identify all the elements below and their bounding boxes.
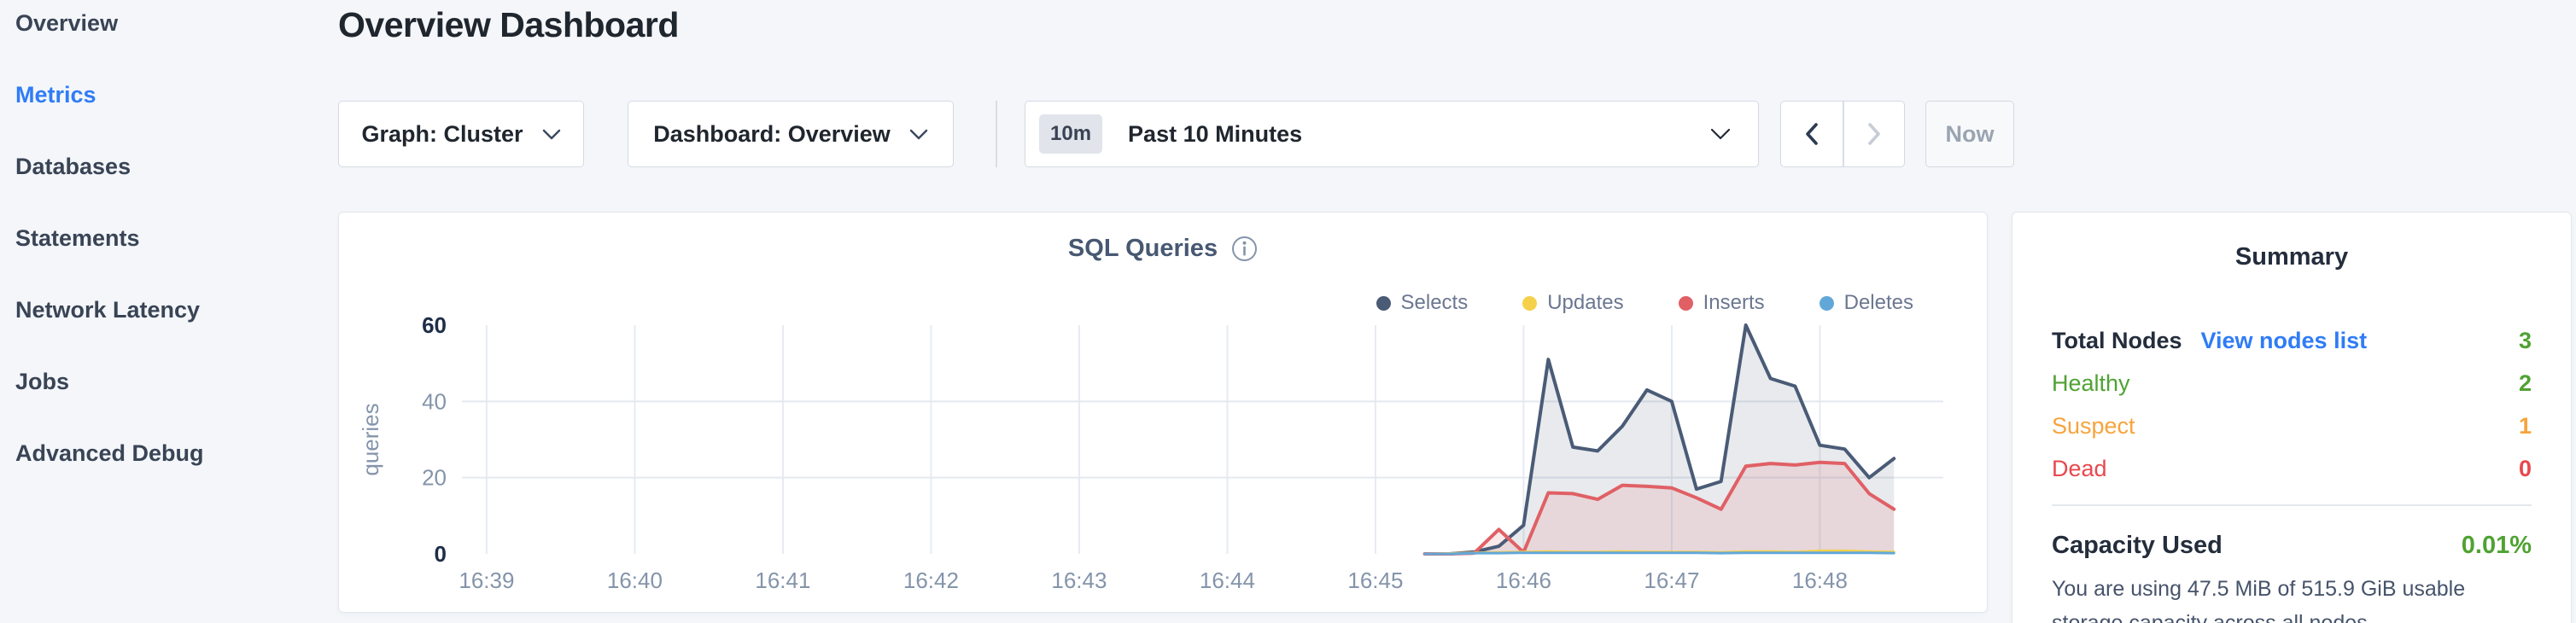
legend-label: Updates — [1547, 291, 1624, 314]
sidebar-item-advanced-debug[interactable]: Advanced Debug — [15, 440, 204, 466]
summary-divider — [2052, 504, 2532, 506]
legend-dot-inserts — [1678, 295, 1693, 311]
chevron-down-icon — [909, 129, 928, 139]
summary-row-value: 0 — [2518, 456, 2532, 481]
x-axis-tick-label: 16:43 — [1051, 568, 1107, 593]
sql-queries-chart-canvas: 16:39 16:40 16:41 16:42 16:43 16:44 16:45 16:46… — [358, 312, 1943, 593]
x-axis-tick-label: 16:44 — [1200, 568, 1255, 593]
summary-row-label: Suspect — [2052, 413, 2135, 439]
series-line-selects — [1422, 323, 1896, 556]
sidebar: Overview Metrics Databases Statements Networ… — [0, 0, 338, 623]
legend-item-inserts: Inserts — [1678, 291, 1765, 315]
legend-item-selects: Selects — [1376, 291, 1469, 315]
legend-dot-deletes — [1819, 295, 1834, 311]
summary-row-value: 1 — [2518, 413, 2532, 439]
time-step-buttons — [1780, 101, 1905, 167]
y-axis-tick-label: 60 — [422, 312, 447, 338]
series-line-inserts — [1422, 460, 1896, 556]
summary-row-dead: Dead 0 — [2052, 456, 2532, 482]
sidebar-item-metrics[interactable]: Metrics — [15, 82, 96, 108]
capacity-used-label: Capacity Used — [2052, 532, 2223, 559]
x-axis-tick-label: 16:42 — [903, 568, 959, 593]
now-button[interactable]: Now — [1925, 101, 2014, 167]
legend-dot-updates — [1522, 295, 1538, 311]
view-nodes-list-link[interactable]: View nodes list — [2200, 328, 2368, 353]
legend-label: Selects — [1400, 291, 1469, 314]
capacity-used-value: 0.01% — [2461, 532, 2532, 559]
summary-row-total-nodes: Total Nodes View nodes list 3 — [2052, 328, 2532, 354]
x-axis-tick-label: 16:40 — [607, 568, 663, 593]
chevron-right-icon — [1868, 123, 1880, 145]
legend-item-updates: Updates — [1522, 291, 1624, 315]
x-axis-tick-label: 16:47 — [1644, 568, 1699, 593]
y-axis-title: queries — [358, 403, 383, 475]
chevron-down-icon — [1710, 128, 1731, 140]
summary-panel: Summary Total Nodes View nodes list 3 Healt… — [2012, 212, 2572, 623]
capacity-description: You are using 47.5 MiB of 515.9 GiB usab… — [2052, 577, 2466, 623]
chevron-down-icon — [542, 129, 560, 139]
x-axis-tick-label: 16:46 — [1496, 568, 1551, 593]
toolbar-divider — [996, 101, 997, 167]
previous-time-button[interactable] — [1781, 102, 1843, 166]
series-area-selects — [1424, 325, 1895, 554]
sidebar-item-jobs[interactable]: Jobs — [15, 369, 70, 394]
y-axis-tick-label: 40 — [422, 388, 447, 414]
sidebar-item-network-latency[interactable]: Network Latency — [15, 297, 201, 323]
x-axis-tick-label: 16:39 — [459, 568, 514, 593]
y-axis-tick-label: 20 — [422, 465, 447, 491]
sidebar-item-databases[interactable]: Databases — [15, 154, 131, 179]
page-title: Overview Dashboard — [338, 5, 679, 44]
summary-row-suspect: Suspect 1 — [2052, 413, 2532, 440]
time-range-badge: 10m — [1039, 114, 1103, 154]
time-range-selector[interactable]: 10m Past 10 Minutes — [1025, 101, 1759, 167]
info-icon[interactable] — [1231, 236, 1258, 262]
sql-queries-chart-card: SQL Queries Selects Updates Inserts Deletes… — [338, 212, 1988, 613]
summary-row-value: 3 — [2518, 328, 2532, 353]
legend-dot-selects — [1376, 295, 1391, 311]
summary-row-value: 2 — [2518, 370, 2532, 396]
summary-row-label: Healthy — [2052, 370, 2130, 396]
summary-row-label: Dead — [2052, 456, 2107, 481]
dashboard-dropdown[interactable]: Dashboard: Overview — [628, 101, 954, 167]
now-button-label: Now — [1945, 120, 1995, 147]
y-axis-tick-label: 0 — [435, 541, 447, 567]
x-axis-tick-label: 16:41 — [755, 568, 810, 593]
legend-item-deletes: Deletes — [1819, 291, 1913, 315]
sidebar-item-statements[interactable]: Statements — [15, 225, 140, 251]
graph-scope-dropdown-label: Graph: Cluster — [361, 120, 523, 147]
x-axis-tick-label: 16:48 — [1792, 568, 1848, 593]
x-axis-tick-label: 16:45 — [1347, 568, 1403, 593]
series-line-deletes — [1423, 551, 1895, 556]
summary-title: Summary — [2234, 243, 2349, 271]
series-area-inserts — [1424, 462, 1895, 554]
dashboard-dropdown-label: Dashboard: Overview — [653, 120, 891, 147]
sidebar-item-overview[interactable]: Overview — [15, 10, 119, 36]
chart-title: SQL Queries — [1067, 235, 1218, 262]
summary-row-healthy: Healthy 2 — [2052, 370, 2532, 397]
summary-row-label: Total Nodes — [2052, 328, 2182, 353]
next-time-button[interactable] — [1843, 102, 1904, 166]
legend-label: Deletes — [1843, 291, 1913, 314]
legend-label: Inserts — [1703, 291, 1765, 314]
graph-scope-dropdown[interactable]: Graph: Cluster — [338, 101, 584, 167]
chevron-left-icon — [1806, 123, 1818, 145]
time-range-label: Past 10 Minutes — [1128, 120, 1303, 147]
chart-legend: Selects Updates Inserts Deletes — [1376, 291, 1913, 315]
